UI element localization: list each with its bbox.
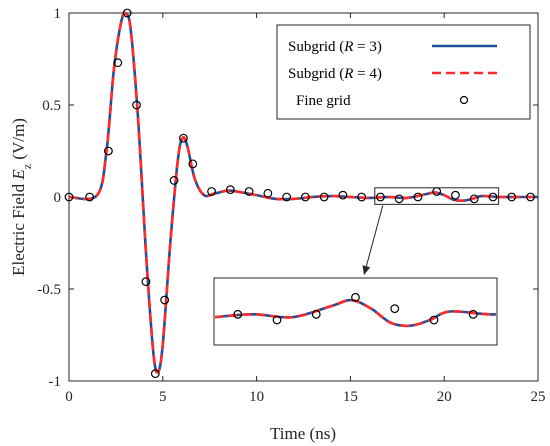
zoom-arrow bbox=[365, 205, 384, 267]
fine-grid-point bbox=[319, 192, 329, 202]
fine-grid-point bbox=[394, 194, 404, 204]
fine-grid-point bbox=[207, 187, 216, 196]
main-markers bbox=[64, 8, 535, 379]
fine-grid-point bbox=[263, 188, 273, 198]
fine-grid-point bbox=[507, 192, 517, 202]
y-tick-label: -0.5 bbox=[37, 282, 61, 298]
y-tick-label: -1 bbox=[49, 374, 62, 390]
x-tick-label: 20 bbox=[437, 389, 452, 405]
fine-grid-point bbox=[85, 192, 95, 202]
x-tick-label: 5 bbox=[159, 389, 167, 405]
inset-fine-grid-point bbox=[468, 309, 478, 319]
zoom-source-box bbox=[374, 187, 500, 205]
x-axis-title: Time (ns) bbox=[270, 424, 336, 443]
ticks: 0 5 10 15 20 25 -1 -0.5 0 0.5 1 bbox=[37, 6, 545, 405]
fine-grid-point bbox=[113, 58, 123, 68]
fine-grid-point bbox=[376, 192, 385, 202]
legend-label-r3: Subgrid (R = 3) bbox=[288, 39, 382, 55]
x-tick-label: 0 bbox=[65, 389, 73, 405]
x-tick-label: 25 bbox=[531, 389, 546, 405]
fine-grid-point bbox=[338, 190, 348, 200]
inset-fine-grid-point bbox=[311, 309, 321, 319]
fine-grid-point bbox=[225, 185, 235, 195]
fine-grid-point bbox=[244, 187, 254, 196]
y-tick-label: 0 bbox=[54, 190, 62, 206]
zoom-arrowhead bbox=[362, 265, 371, 275]
inset-fine-grid-point bbox=[233, 309, 243, 319]
fine-grid-point bbox=[179, 133, 188, 143]
inset-series bbox=[215, 298, 496, 328]
y-tick-label: 0.5 bbox=[42, 98, 61, 114]
inset-line-r4 bbox=[215, 298, 496, 328]
main-series bbox=[68, 11, 538, 374]
fine-grid-point bbox=[64, 192, 74, 202]
x-tick-label: 10 bbox=[249, 389, 264, 405]
inset-fine-grid-point bbox=[429, 315, 439, 325]
legend-box bbox=[276, 24, 531, 120]
legend-label-fine: Fine grid bbox=[296, 93, 351, 109]
fine-grid-point bbox=[413, 192, 423, 202]
legend: Subgrid (R = 3) Subgrid (R = 4) Fine gri… bbox=[276, 24, 531, 120]
fine-grid-point bbox=[357, 192, 367, 202]
fine-grid-point bbox=[122, 8, 132, 18]
fine-grid-point bbox=[132, 100, 141, 110]
fine-grid-point bbox=[141, 277, 151, 287]
fine-grid-point bbox=[169, 176, 179, 185]
fine-grid-point bbox=[188, 159, 198, 169]
fine-grid-point bbox=[103, 146, 113, 156]
inset-fine-grid-point bbox=[390, 304, 400, 314]
fine-grid-point bbox=[451, 190, 460, 200]
inset-markers bbox=[233, 292, 478, 325]
legend-label-r4: Subgrid (R = 4) bbox=[288, 66, 382, 82]
fine-grid-point bbox=[282, 192, 292, 202]
x-tick-label: 15 bbox=[343, 389, 358, 405]
fine-grid-point bbox=[526, 192, 535, 202]
series-line-r4 bbox=[68, 11, 538, 374]
legend-marker-fine bbox=[459, 95, 469, 105]
y-tick-label: 1 bbox=[54, 6, 62, 22]
fine-grid-point bbox=[488, 192, 498, 202]
y-axis-title: Electric Field Ez (V/m) bbox=[9, 118, 34, 276]
fine-grid-point bbox=[160, 295, 170, 305]
inset-fine-grid-point bbox=[272, 315, 282, 325]
fine-grid-point bbox=[150, 369, 160, 379]
fine-grid-point bbox=[300, 192, 310, 202]
fine-grid-point bbox=[469, 194, 479, 204]
inset-fine-grid-point bbox=[351, 292, 360, 302]
